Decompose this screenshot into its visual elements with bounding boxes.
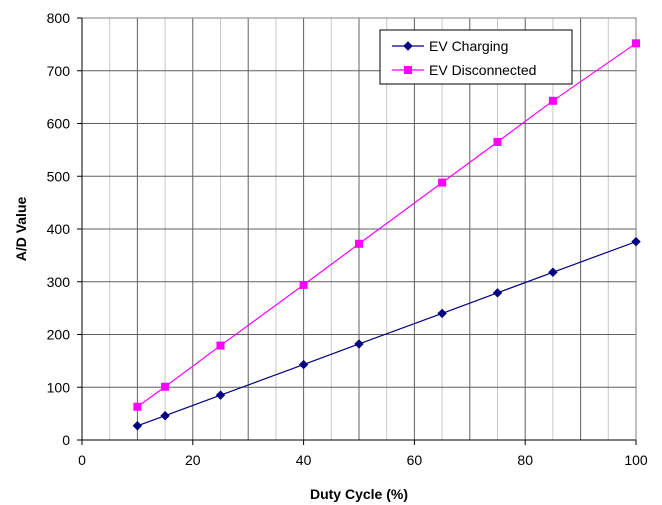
legend: EV Charging EV Disconnected xyxy=(379,29,573,85)
legend-box xyxy=(379,29,573,85)
data-point xyxy=(437,308,447,319)
data-point xyxy=(133,402,142,411)
legend-label: EV Charging xyxy=(429,38,508,54)
data-point xyxy=(548,267,558,277)
x-tick-label: 40 xyxy=(296,452,312,468)
axes xyxy=(77,17,637,445)
series-1 xyxy=(133,39,640,411)
x-tick-label: 20 xyxy=(185,452,201,468)
x-tick-labels: 0 20 40 60 80 100 xyxy=(78,452,648,468)
x-tick-label: 100 xyxy=(624,452,648,468)
data-point xyxy=(216,341,225,350)
series-0 xyxy=(132,236,641,431)
legend-label: EV Disconnected xyxy=(429,62,536,78)
y-tick-label: 0 xyxy=(62,432,70,448)
y-tick-labels: 0 100 200 300 400 500 600 700 800 xyxy=(47,10,71,448)
legend-swatch-marker xyxy=(404,66,412,74)
y-tick-label: 700 xyxy=(47,63,71,79)
y-tick-label: 500 xyxy=(47,168,71,184)
data-point xyxy=(160,411,170,421)
y-tick-label: 100 xyxy=(47,379,71,395)
data-point xyxy=(548,96,557,105)
data-point xyxy=(161,382,170,391)
y-tick-label: 200 xyxy=(47,327,71,343)
y-tick-label: 800 xyxy=(47,10,71,26)
data-point xyxy=(299,280,308,289)
series-layer xyxy=(132,39,641,431)
data-point xyxy=(132,421,143,431)
data-point xyxy=(492,288,503,298)
data-point xyxy=(631,236,641,247)
x-tick-label: 60 xyxy=(407,452,423,468)
data-point xyxy=(493,137,502,146)
data-point xyxy=(215,390,226,400)
y-axis-title: A/D Value xyxy=(13,197,29,262)
y-tick-label: 400 xyxy=(47,221,71,237)
y-tick-label: 300 xyxy=(47,274,71,290)
data-point xyxy=(298,359,309,370)
legend-swatch-marker xyxy=(403,41,413,51)
x-axis-title: Duty Cycle (%) xyxy=(310,486,408,502)
data-point xyxy=(632,39,640,48)
data-point xyxy=(355,239,363,248)
x-tick-label: 0 xyxy=(78,452,86,468)
data-point xyxy=(354,339,364,349)
y-tick-label: 600 xyxy=(47,116,71,132)
x-tick-label: 80 xyxy=(517,452,533,468)
data-point xyxy=(438,178,447,187)
